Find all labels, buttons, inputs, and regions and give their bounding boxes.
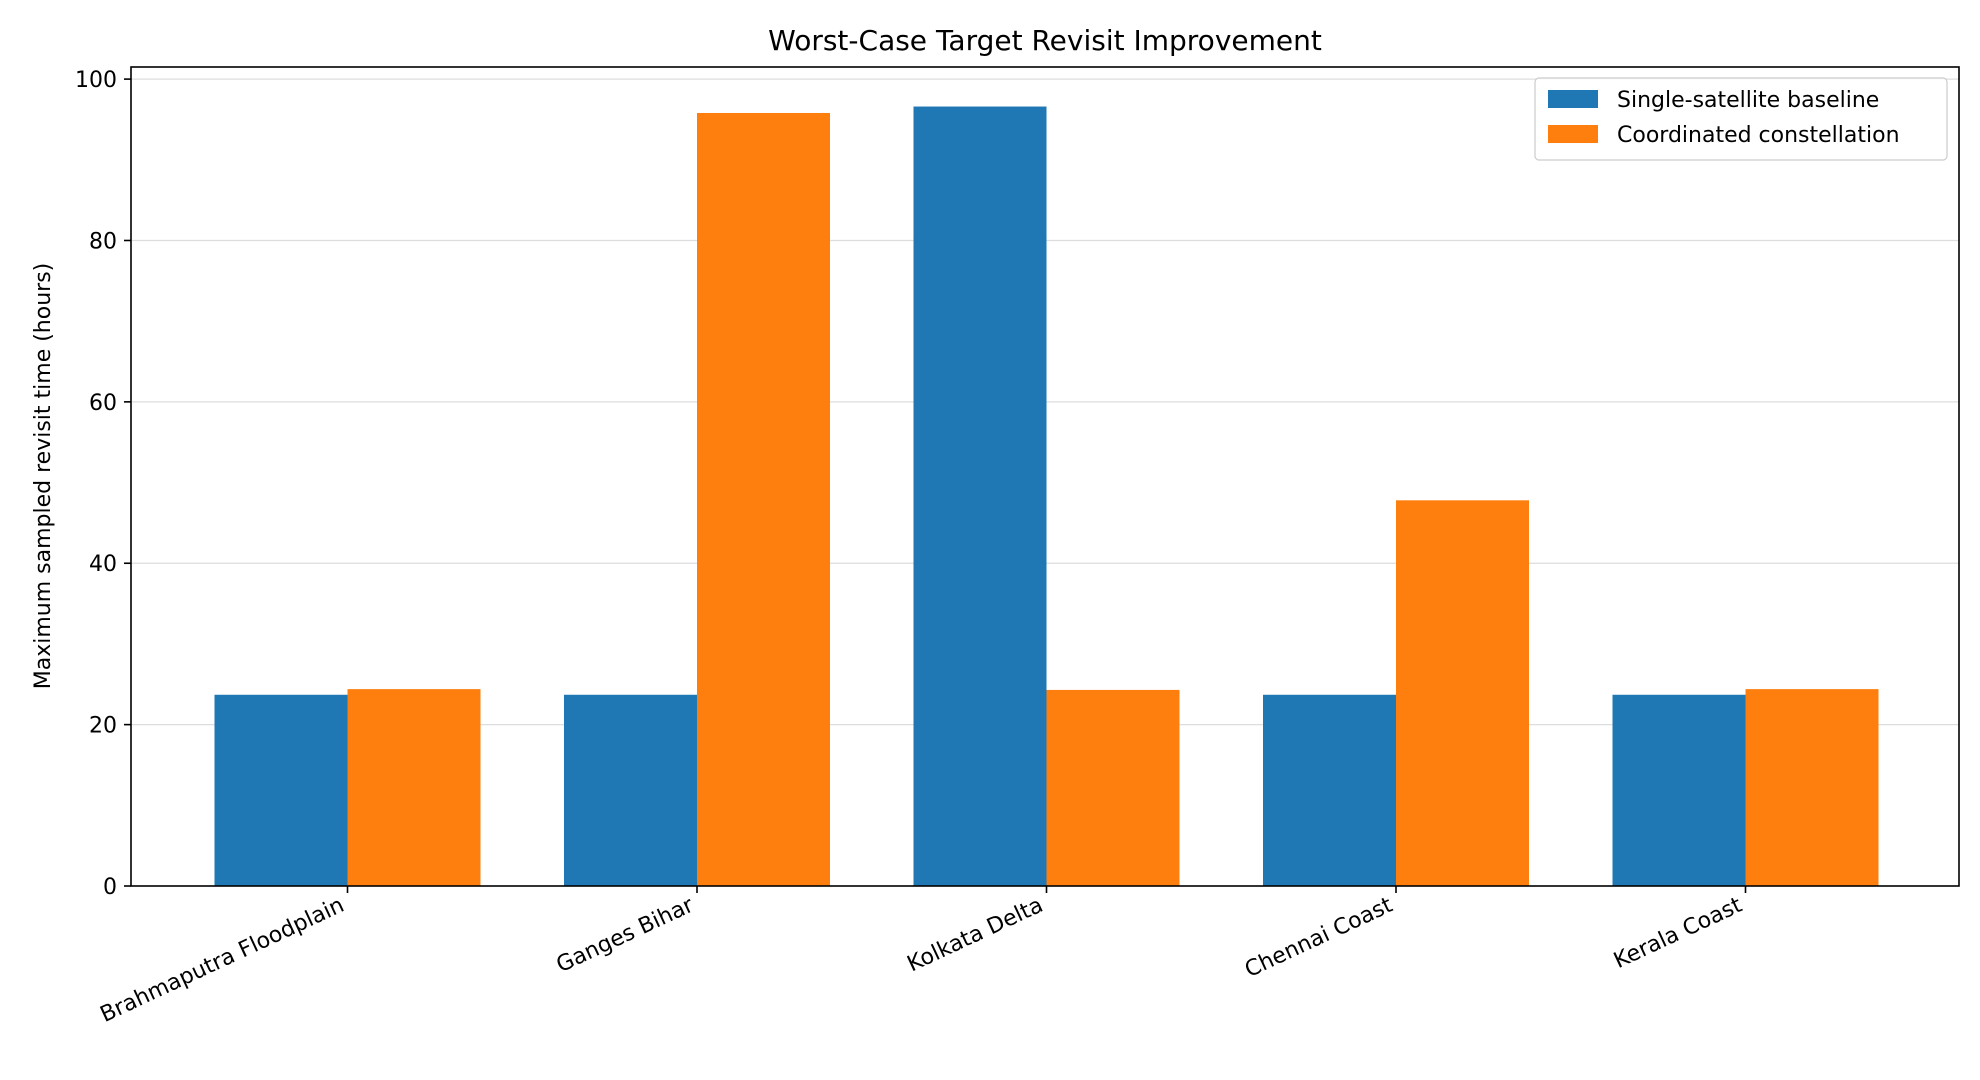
y-tick-label: 40 (89, 552, 117, 577)
y-axis: 0 20 40 60 80 100 (75, 68, 131, 900)
legend: Single-satellite baseline Coordinated con… (1534, 77, 1948, 161)
bar-baseline (913, 106, 1047, 886)
bars (214, 106, 1879, 886)
bar-constellation (1745, 689, 1879, 886)
bar-constellation (1046, 689, 1180, 886)
y-tick-label: 80 (89, 229, 117, 254)
legend-swatch (1548, 125, 1598, 143)
legend-swatch (1548, 90, 1598, 108)
x-tick-label: Kerala Coast (1610, 893, 1746, 974)
bar-constellation (697, 112, 830, 886)
legend-label: Coordinated constellation (1617, 123, 1900, 148)
x-tick-label: Kolkata Delta (904, 893, 1047, 978)
y-tick-label: 0 (103, 875, 117, 900)
y-tick-label: 20 (89, 714, 117, 739)
bar-constellation (347, 689, 481, 886)
y-axis-title: Maximum sampled revisit time (hours) (31, 263, 56, 689)
legend-box (1534, 77, 1948, 161)
bar-constellation (1396, 500, 1529, 886)
chart-title: Worst-Case Target Revisit Improvement (768, 24, 1322, 57)
x-tick-label: Brahmaputra Floodplain (97, 893, 348, 1028)
x-axis: Brahmaputra Floodplain Ganges Bihar Kolkat… (97, 886, 1746, 1028)
y-tick-label: 100 (75, 68, 117, 93)
legend-label: Single-satellite baseline (1617, 88, 1879, 113)
bar-baseline (214, 694, 348, 886)
bar-baseline (1612, 694, 1746, 886)
bar-baseline (564, 694, 697, 886)
x-tick-label: Ganges Bihar (553, 892, 699, 978)
x-tick-label: Chennai Coast (1241, 893, 1397, 983)
bar-baseline (1263, 694, 1396, 886)
plot-frame (130, 66, 1960, 887)
y-tick-label: 60 (89, 391, 117, 416)
